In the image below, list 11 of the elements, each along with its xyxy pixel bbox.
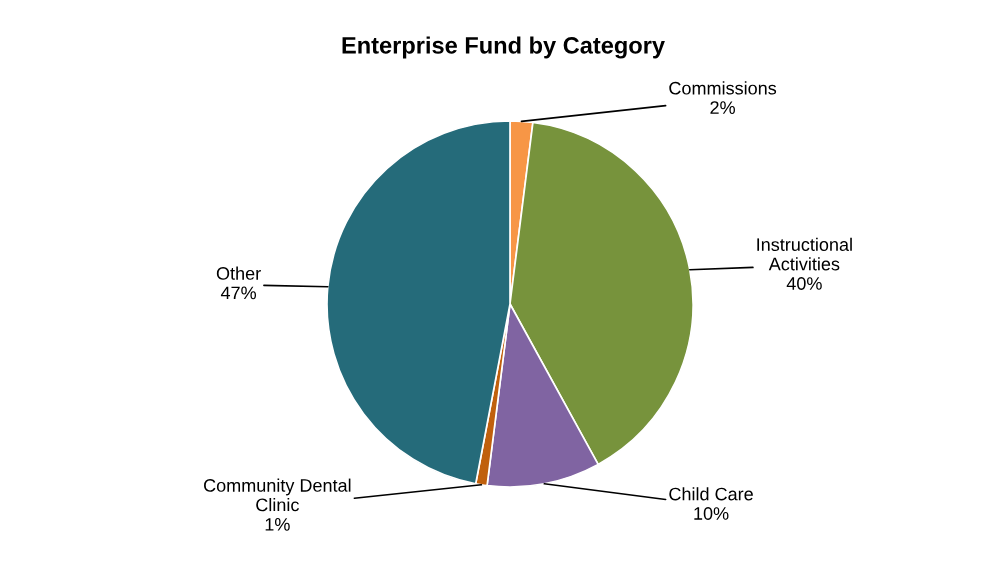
chart-title: Enterprise Fund by Category bbox=[342, 36, 665, 59]
slice-label: Other bbox=[216, 266, 261, 280]
slice-label: Instructional Activities bbox=[757, 237, 852, 271]
slice-label: Child Care bbox=[669, 487, 753, 501]
slice-label: Community Dental Clinic bbox=[204, 478, 351, 512]
data-label: 1% bbox=[265, 518, 290, 531]
data-label: 10% bbox=[694, 507, 729, 520]
data-label: 47% bbox=[220, 286, 257, 300]
data-label: 2% bbox=[710, 101, 735, 114]
slice-label: Commissions bbox=[669, 81, 777, 95]
data-label: 40% bbox=[786, 277, 822, 290]
